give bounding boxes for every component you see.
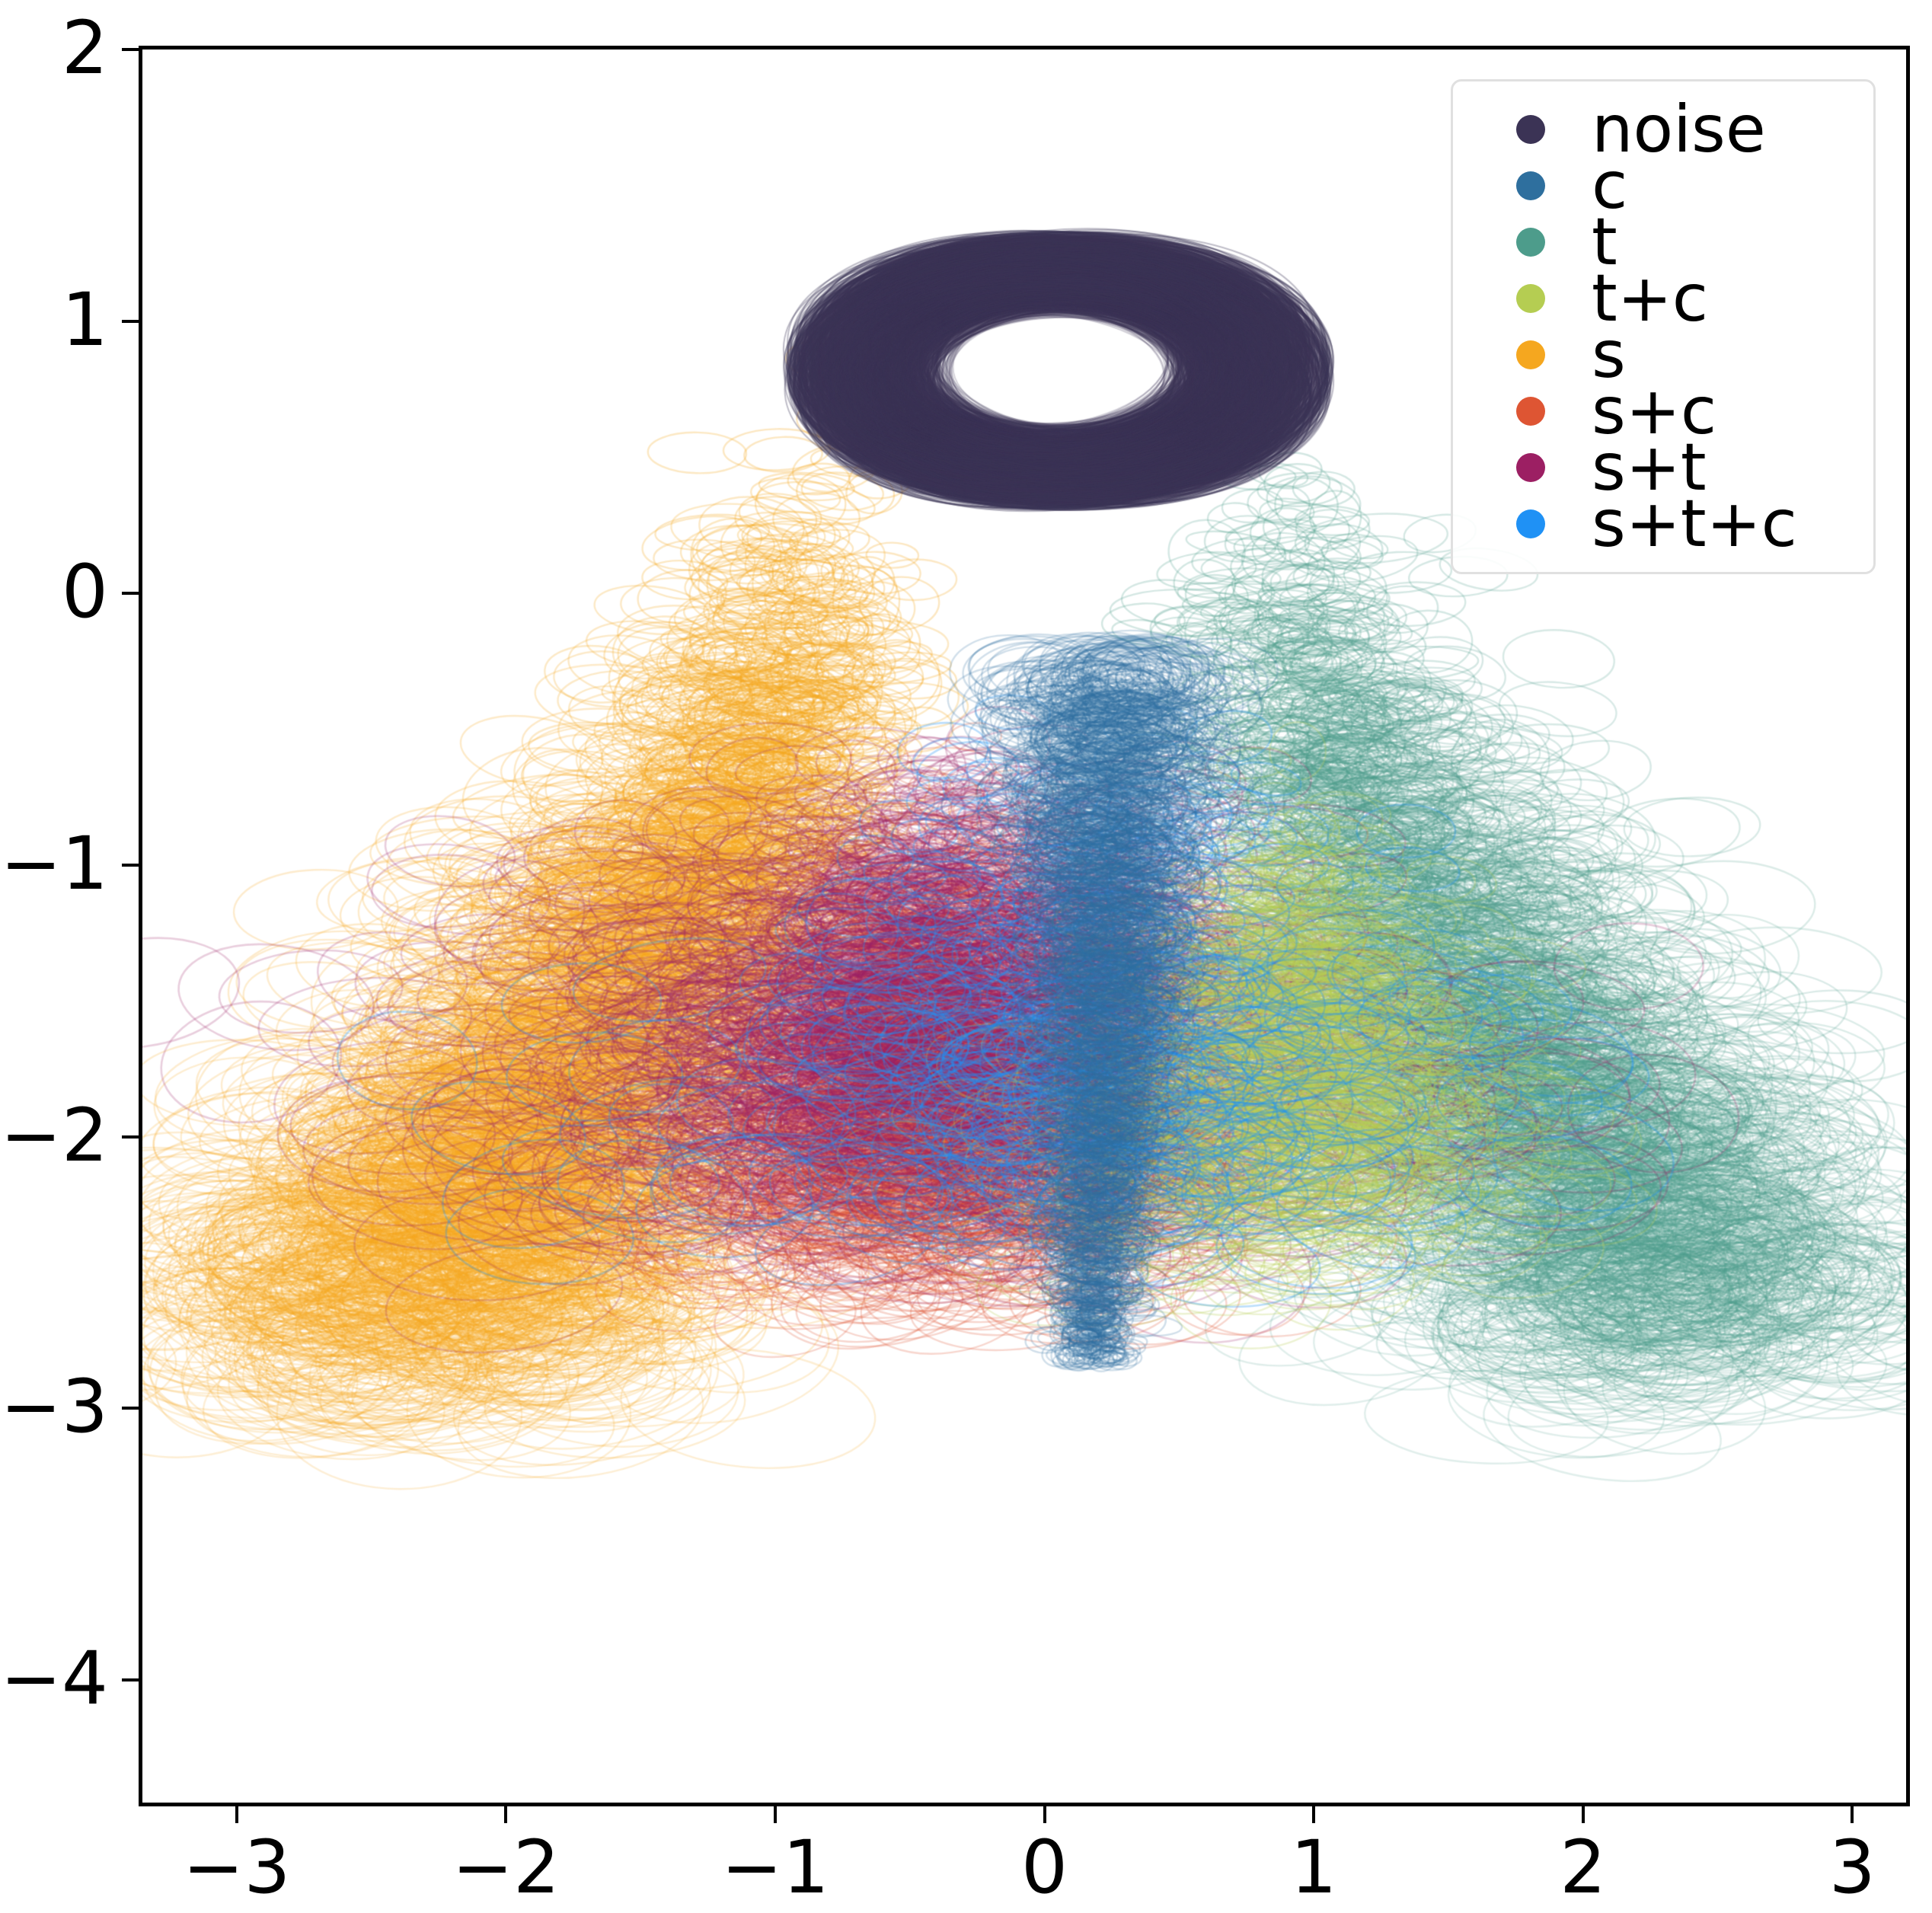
x-tick-mark [1851,1806,1854,1823]
y-tick-mark [122,1678,139,1682]
legend-entry-label: s+t [1592,430,1707,506]
legend-marker-icon [1516,509,1545,538]
legend-entry-s[interactable]: s [1470,322,1857,388]
x-tick-mark [773,1806,777,1823]
legend-marker-icon [1516,453,1545,482]
x-tick-mark [235,1806,238,1823]
legend-swatch-wrap [1470,397,1592,426]
legend-marker-icon [1516,340,1545,369]
x-tick-label: −2 [452,1825,560,1910]
x-tick-label: 1 [1290,1825,1337,1910]
legend-entry-label: noise [1592,91,1766,168]
x-tick-label: −3 [182,1825,291,1910]
legend-entry-noise[interactable]: noise [1470,97,1857,162]
legend-swatch-wrap [1470,228,1592,257]
legend-marker-icon [1516,171,1545,200]
x-tick-mark [1581,1806,1585,1823]
x-tick-label: −1 [721,1825,829,1910]
legend-entry-s-t[interactable]: s+t [1470,435,1857,500]
legend-swatch-wrap [1470,340,1592,369]
legend-entry-t[interactable]: t [1470,209,1857,275]
legend-swatch-wrap [1470,115,1592,144]
y-tick-mark [122,863,139,867]
y-tick-label: −2 [0,1092,108,1178]
legend-entry-label: s+c [1592,373,1717,449]
legend-marker-icon [1516,228,1545,257]
x-tick-label: 2 [1560,1825,1607,1910]
x-tick-mark [1043,1806,1046,1823]
legend-entry-label: t [1592,204,1617,280]
legend-entry-s-c[interactable]: s+c [1470,378,1857,444]
y-tick-label: −3 [0,1364,108,1450]
legend-entry-label: s+t+c [1592,486,1797,562]
legend-entry-label: s [1592,317,1626,393]
legend-swatch-wrap [1470,509,1592,538]
legend-swatch-wrap [1470,453,1592,482]
x-tick-mark [1312,1806,1316,1823]
y-tick-mark [122,1407,139,1410]
y-tick-label: 2 [61,5,108,91]
legend-marker-icon [1516,397,1545,426]
y-tick-mark [122,48,139,51]
legend-marker-icon [1516,284,1545,313]
y-tick-label: −1 [0,820,108,906]
x-tick-label: 3 [1828,1825,1876,1910]
y-tick-mark [122,591,139,595]
legend-swatch-wrap [1470,284,1592,313]
y-tick-mark [122,319,139,323]
legend-entry-t-c[interactable]: t+c [1470,266,1857,331]
y-tick-label: −4 [0,1636,108,1722]
legend-entry-s-t-c[interactable]: s+t+c [1470,491,1857,557]
x-tick-mark [504,1806,508,1823]
y-tick-label: 1 [61,276,108,362]
x-tick-label: 0 [1020,1825,1068,1910]
y-tick-mark [122,1135,139,1139]
legend-swatch-wrap [1470,171,1592,200]
legend-marker-icon [1516,115,1545,144]
legend-entry-c[interactable]: c [1470,153,1857,219]
legend-box[interactable]: noise c t t+c s s+c s+t s+t+c [1451,79,1876,574]
legend-entry-label: c [1592,148,1628,224]
y-tick-label: 0 [61,548,108,634]
legend-entry-label: t+c [1592,260,1709,337]
